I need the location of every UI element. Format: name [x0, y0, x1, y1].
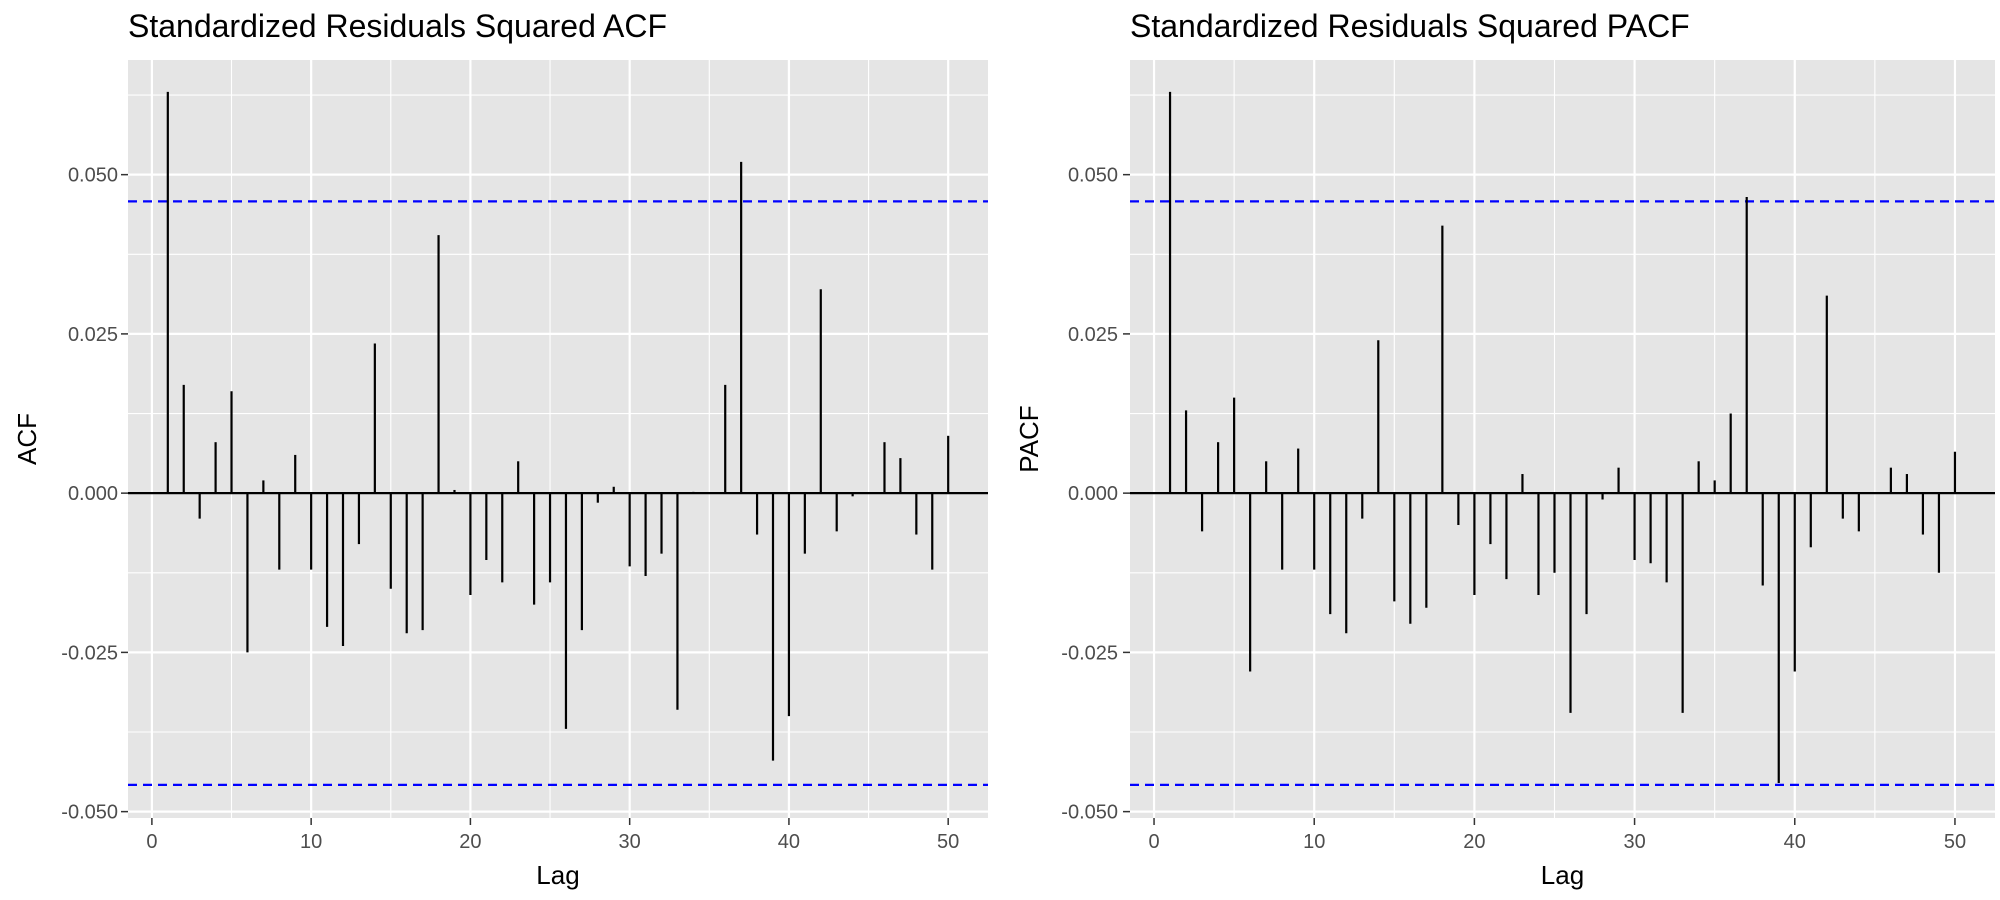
x-tick-label: 10 [300, 831, 322, 853]
y-tick-label: 0.000 [1068, 483, 1118, 505]
x-tick-label: 20 [459, 831, 481, 853]
y-tick-label: 0.025 [68, 324, 118, 346]
x-tick-label: 0 [146, 831, 157, 853]
x-tick-label: 20 [1463, 831, 1485, 853]
x-axis-title: Lag [536, 860, 579, 890]
chart-title: Standardized Residuals Squared PACF [1130, 8, 1690, 44]
x-tick-label: 30 [1623, 831, 1645, 853]
x-tick-label: 40 [1784, 831, 1806, 853]
pacf-plot: 0 10 20 30 40 50 -0.050 -0.025 0.000 0.025 0.050 La… [1014, 60, 1995, 890]
acf-panel: Standardized Residuals Squared ACF 0 10 20… [12, 8, 988, 890]
y-tick-label: 0.000 [68, 483, 118, 505]
acf-plot: 0 10 20 30 40 50 -0.050 -0.025 0.000 0.025 0.050 La… [12, 60, 988, 890]
y-tick-label: -0.050 [61, 802, 118, 824]
y-tick-label: -0.025 [61, 642, 118, 664]
y-tick-label: -0.050 [1061, 802, 1118, 824]
x-tick-label: 30 [619, 831, 641, 853]
x-tick-label: 40 [778, 831, 800, 853]
y-tick-label: -0.025 [1061, 642, 1118, 664]
x-axis-title: Lag [1541, 860, 1584, 890]
chart-title: Standardized Residuals Squared ACF [128, 8, 667, 44]
plot-panel [128, 60, 988, 818]
x-tick-label: 10 [1303, 831, 1325, 853]
y-axis-title: ACF [12, 413, 42, 465]
plot-panel [1130, 60, 1995, 818]
y-axis-title: PACF [1014, 405, 1044, 472]
x-tick-label: 50 [937, 831, 959, 853]
y-tick-label: 0.050 [1068, 165, 1118, 187]
y-tick-label: 0.025 [1068, 324, 1118, 346]
x-tick-label: 50 [1944, 831, 1966, 853]
pacf-panel: Standardized Residuals Squared PACF 0 10 2… [1000, 0, 2000, 900]
x-tick-label: 0 [1148, 831, 1159, 853]
y-tick-label: 0.050 [68, 165, 118, 187]
